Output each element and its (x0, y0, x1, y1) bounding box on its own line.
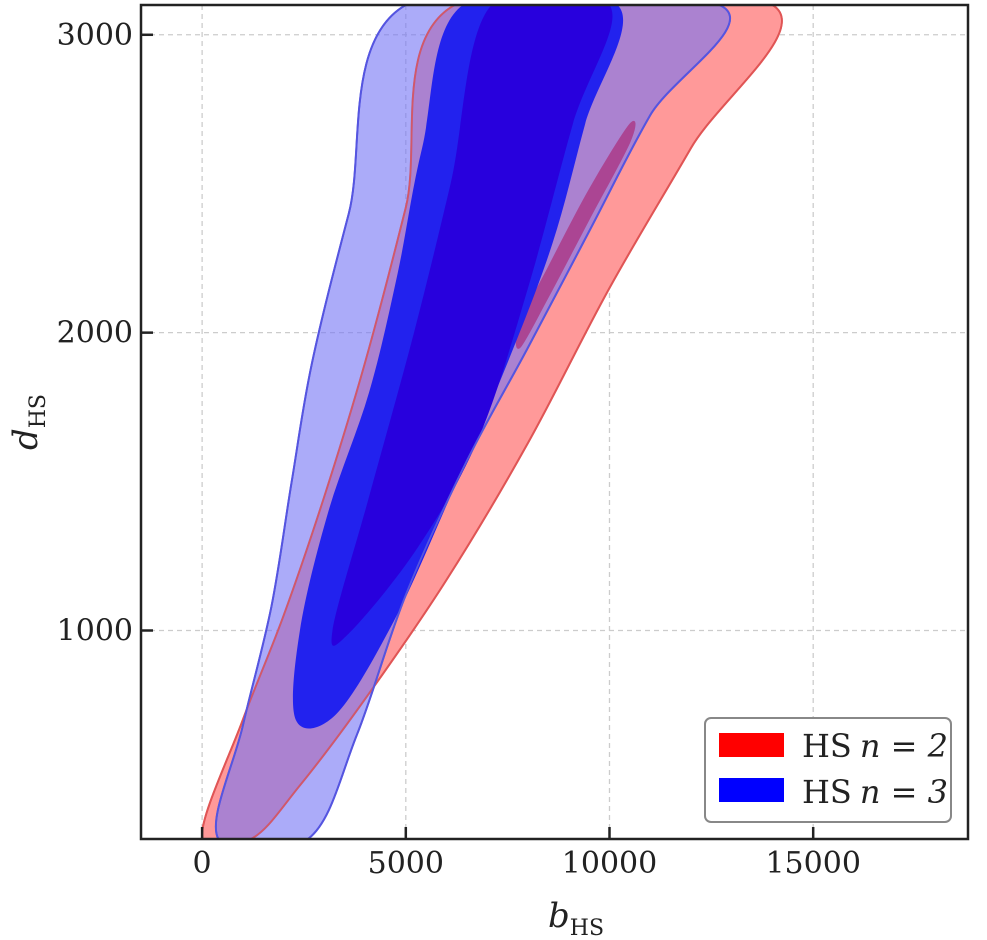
legend-label-n2-name: HS (802, 727, 852, 765)
legend: HS n = 2 HS n = 3 (704, 717, 952, 823)
plot-frame (139, 3, 970, 841)
x-axis-label-main: b (548, 896, 570, 936)
x-tick-label-3: 15000 (765, 846, 860, 881)
legend-swatch-n3 (719, 778, 784, 802)
legend-label-n3: HS n = 3 (802, 773, 948, 811)
y-axis-label-sub: HS (26, 394, 51, 428)
x-axis-label: bHS (548, 896, 604, 940)
x-tick-label-0: 0 (193, 846, 212, 881)
contour-n2-outer-edge (201, 5, 783, 839)
x-tick-label-1: 5000 (368, 846, 444, 881)
x-axis-label-sub: HS (570, 916, 604, 940)
axis-ticks: 0 5000 10000 15000 1000 2000 3000 (57, 18, 861, 881)
y-tick-label-1: 2000 (57, 316, 133, 351)
y-tick-label-2: 3000 (57, 18, 133, 53)
contour-n3-inner (331, 5, 613, 646)
legend-label-n2: HS n = 2 (802, 727, 948, 765)
y-axis-label: dHS (6, 394, 51, 450)
legend-label-n2-math: n = 2 (860, 727, 948, 765)
contour-regions (201, 5, 783, 839)
x-tick-label-2: 10000 (562, 846, 657, 881)
legend-swatch-n2 (719, 733, 784, 757)
legend-label-n3-name: HS (802, 773, 852, 811)
y-tick-label-0: 1000 (57, 614, 133, 649)
contour-n3-outer-edge (214, 5, 731, 839)
legend-label-n3-math: n = 3 (860, 773, 948, 811)
y-axis-label-main: d (6, 428, 46, 450)
